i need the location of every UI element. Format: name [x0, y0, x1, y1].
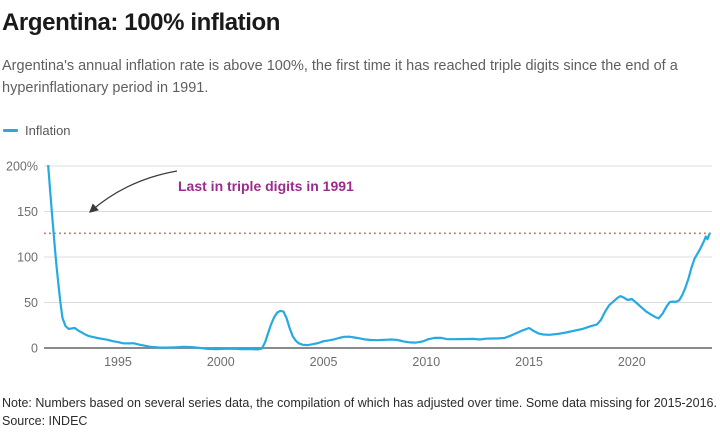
legend-label: Inflation: [25, 123, 71, 138]
chart-subtitle: Argentina's annual inflation rate is abo…: [2, 58, 678, 96]
y-axis-tick-label: 50: [24, 296, 38, 310]
chart-note: Note: Numbers based on several series da…: [2, 396, 717, 410]
gridlines: [44, 165, 712, 349]
y-axis-tick-label: 200%: [6, 160, 38, 174]
y-axis-tick-label: 100: [17, 251, 38, 265]
x-axis-tick-label: 2020: [618, 355, 646, 369]
legend-line-swatch: [3, 129, 18, 132]
x-axis-tick-label: 2005: [310, 355, 338, 369]
page-title: Argentina: 100% inflation: [2, 9, 281, 36]
x-axis-tick-label: 2010: [412, 355, 440, 369]
x-axis-tick-label: 2015: [515, 355, 543, 369]
legend: Inflation: [3, 123, 71, 138]
y-axis-tick-label: 0: [31, 342, 38, 356]
chart-source: Source: INDEC: [2, 414, 88, 428]
annotation-label: Last in triple digits in 1991: [178, 178, 354, 194]
x-axis-tick-label: 1995: [104, 355, 132, 369]
y-axis-tick-labels: 0 50 100 150 200%: [6, 160, 38, 356]
x-axis-tick-label: 2000: [207, 355, 235, 369]
x-axis-tick-labels: 1995 2000 2005 2010 2015 2020: [104, 355, 646, 369]
annotation-arrow: [89, 170, 178, 213]
y-axis-tick-label: 150: [17, 205, 38, 219]
inflation-series-line: [47, 165, 711, 351]
